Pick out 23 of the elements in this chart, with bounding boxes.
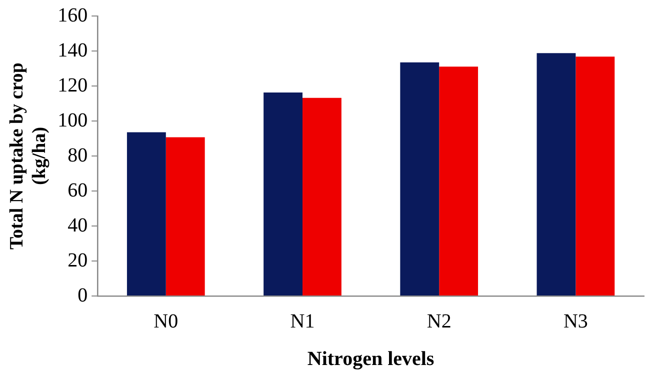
bar (536, 53, 576, 296)
y-tick-label: 100 (58, 109, 88, 132)
y-axis-title: Total N uptake by crop (kg/ha) (6, 62, 50, 250)
y-tick-label: 160 (58, 4, 88, 26)
y-tick-label: 80 (68, 144, 88, 166)
bar (302, 98, 342, 296)
y-tick-label: 0 (78, 284, 88, 306)
y-tick-label: 60 (68, 179, 88, 202)
bar (576, 56, 615, 296)
x-tick-label: N2 (426, 310, 452, 332)
x-tick-label: N0 (154, 310, 178, 332)
x-tick-label: N3 (563, 310, 588, 332)
bar (439, 66, 478, 296)
bar (126, 132, 166, 296)
x-axis-title: Nitrogen levels (307, 348, 434, 370)
bar (264, 92, 302, 296)
x-tick-label: N1 (290, 310, 315, 332)
bar (166, 137, 205, 296)
y-tick-label: 120 (58, 74, 88, 96)
y-tick-label: 20 (68, 249, 88, 272)
y-tick-label: 40 (68, 214, 88, 236)
y-tick-label: 140 (58, 39, 88, 62)
bar (400, 62, 440, 296)
